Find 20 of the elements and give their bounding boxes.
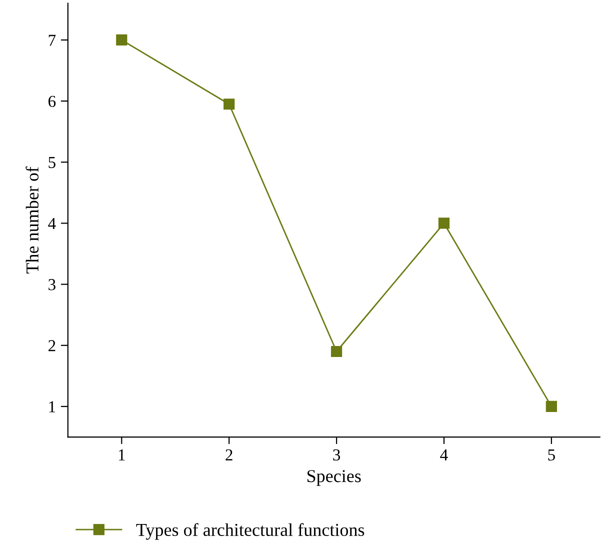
point bbox=[330, 346, 342, 358]
y-tick-label: 7 bbox=[48, 34, 56, 46]
x-tick-label: 4 bbox=[440, 449, 448, 460]
x-axis-title: Species bbox=[307, 470, 361, 486]
y-tick-label: 4 bbox=[48, 218, 56, 230]
point bbox=[438, 218, 450, 229]
point bbox=[224, 98, 235, 110]
y-tick-label: 3 bbox=[48, 279, 56, 290]
x-tick-label: 5 bbox=[548, 449, 555, 461]
y-tick-label: 1 bbox=[49, 401, 56, 412]
y-tick-label: 5 bbox=[48, 157, 56, 168]
point bbox=[546, 400, 557, 412]
legend-label: Types of architectural functions bbox=[136, 523, 364, 540]
x-tick-label: 2 bbox=[226, 449, 232, 460]
x-tick-label: 3 bbox=[333, 449, 340, 461]
point bbox=[116, 34, 128, 46]
x-tick-label: 1 bbox=[118, 449, 125, 460]
y-tick-label: 6 bbox=[48, 96, 56, 108]
y-tick-label: 2 bbox=[48, 340, 56, 352]
y-axis-title: The number of bbox=[26, 166, 39, 274]
